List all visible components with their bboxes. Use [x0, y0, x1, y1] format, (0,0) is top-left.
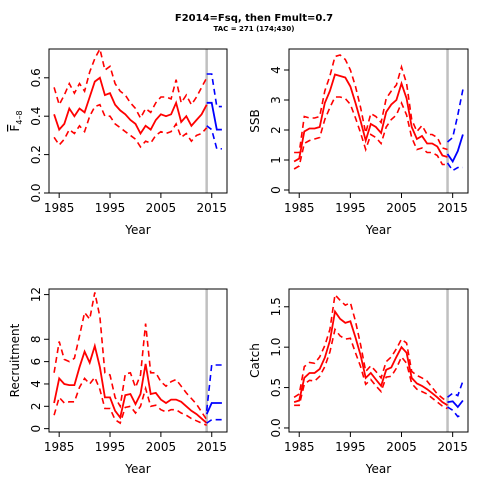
- recruitment-projection-median: [205, 402, 222, 415]
- recruitment-historical-upper: [53, 292, 208, 421]
- fbar-xtick-label: 1985: [44, 201, 75, 215]
- ssb-ytick-label: 1: [269, 156, 283, 164]
- panel-ssb: 1985 1995 2005 2015 0 1 2 3 4 Year SSB: [248, 48, 469, 237]
- fbar-ylabel: F4–8: [8, 110, 24, 131]
- recruitment-ytick-label: 2: [29, 402, 43, 410]
- recruitment-ytick-label: 4: [29, 380, 43, 388]
- catch-ytick-label: 0.0: [269, 418, 283, 437]
- fbar-projection-upper: [206, 73, 222, 108]
- catch-ytick-label: 1.5: [269, 297, 283, 316]
- catch-historical-lower: [294, 327, 448, 410]
- catch-xtick-label: 1985: [284, 440, 315, 454]
- fbar-ylabel-subscript: 4–8: [15, 110, 24, 124]
- ssb-historical-lower: [293, 96, 448, 170]
- fbar-ytick-label: 0.2: [29, 145, 43, 164]
- fbar-historical-lower: [53, 103, 208, 149]
- ssb-xlabel: Year: [365, 223, 391, 237]
- ssb-xtick-label: 1985: [284, 201, 315, 215]
- catch-ytick-label: 1.0: [269, 338, 283, 357]
- panel-fbar: 1985 1995 2005 2015 0.0 0.2 0.4 0.6 Year F4–8: [8, 46, 228, 237]
- fbar-xtick-label: 1995: [95, 201, 126, 215]
- recruitment-xtick-label: 1995: [95, 440, 126, 454]
- ssb-ytick-label: 3: [269, 96, 283, 104]
- panel-recruitment: 1985 1995 2005 2015 0 2 4 6 8 12 Year Recruitment: [8, 287, 228, 476]
- fbar-xlabel: Year: [124, 223, 150, 237]
- recruitment-historical-lower: [53, 375, 208, 427]
- catch-projection-upper: [447, 380, 464, 398]
- catch-ytick-label: 0.5: [269, 378, 283, 397]
- fbar-historical-upper: [53, 46, 208, 120]
- recruitment-ytick-label: 12: [29, 287, 43, 302]
- fbar-projection-lower: [206, 125, 222, 150]
- fbar-historical-median: [53, 76, 208, 136]
- ssb-ytick-label: 0: [269, 186, 283, 194]
- ssb-xtick-label: 2015: [437, 201, 468, 215]
- catch-historical-median: [293, 309, 448, 407]
- catch-ylabel: Catch: [248, 343, 262, 378]
- ssb-plot-frame: [288, 48, 469, 194]
- fbar-ytick-label: 0.4: [29, 107, 43, 126]
- ssb-ytick-label: 2: [269, 126, 283, 134]
- fbar-projection-median: [206, 101, 222, 131]
- catch-xtick-label: 1995: [335, 440, 366, 454]
- recruitment-projection-lower: [206, 418, 222, 424]
- recruitment-projection-upper: [205, 364, 222, 411]
- recruitment-xtick-label: 2005: [146, 440, 177, 454]
- ssb-xtick-label: 2005: [386, 201, 417, 215]
- fbar-plot-frame: [48, 48, 228, 194]
- recruitment-xlabel: Year: [124, 462, 150, 476]
- recruitment-xtick-label: 2015: [196, 440, 227, 454]
- recruitment-ytick-label: 8: [29, 335, 43, 343]
- fbar-ytick-label: 0.0: [29, 183, 43, 202]
- catch-xlabel: Year: [365, 462, 391, 476]
- catch-historical-upper: [293, 292, 448, 403]
- recruitment-historical-median: [53, 342, 208, 424]
- recruitment-ytick-label: 6: [29, 358, 43, 366]
- ssb-ylabel: SSB: [248, 109, 262, 132]
- ssb-xtick-label: 1995: [335, 201, 366, 215]
- panel-catch: 1985 1995 2005 2015 0.0 0.5 1.0 1.5 Year Catch: [248, 288, 469, 476]
- catch-xtick-label: 2005: [386, 440, 417, 454]
- recruitment-xtick-label: 1985: [44, 440, 75, 454]
- fbar-xtick-label: 2005: [146, 201, 177, 215]
- ssb-projection-lower: [446, 162, 463, 172]
- recruitment-ytick-label: 0: [29, 425, 43, 433]
- figure-title: F2014=Fsq, then Fmult=0.7: [175, 13, 333, 24]
- recruitment-ylabel: Recruitment: [8, 323, 22, 397]
- ssb-projection-median: [446, 134, 464, 164]
- ssb-ytick-label: 4: [269, 66, 283, 74]
- ssb-projection-upper: [446, 89, 464, 143]
- fbar-xtick-label: 2015: [196, 201, 227, 215]
- recruitment-plot-frame: [48, 288, 228, 433]
- catch-projection-median: [447, 399, 464, 409]
- fbar-ytick-label: 0.6: [29, 68, 43, 87]
- fbar-ylabel-main: F: [8, 125, 22, 132]
- catch-plot-frame: [288, 288, 469, 433]
- ssb-historical-median: [293, 73, 448, 163]
- catch-xtick-label: 2015: [437, 440, 468, 454]
- catch-projection-lower: [447, 406, 464, 418]
- figure-subtitle: TAC = 271 (174;430): [214, 25, 295, 33]
